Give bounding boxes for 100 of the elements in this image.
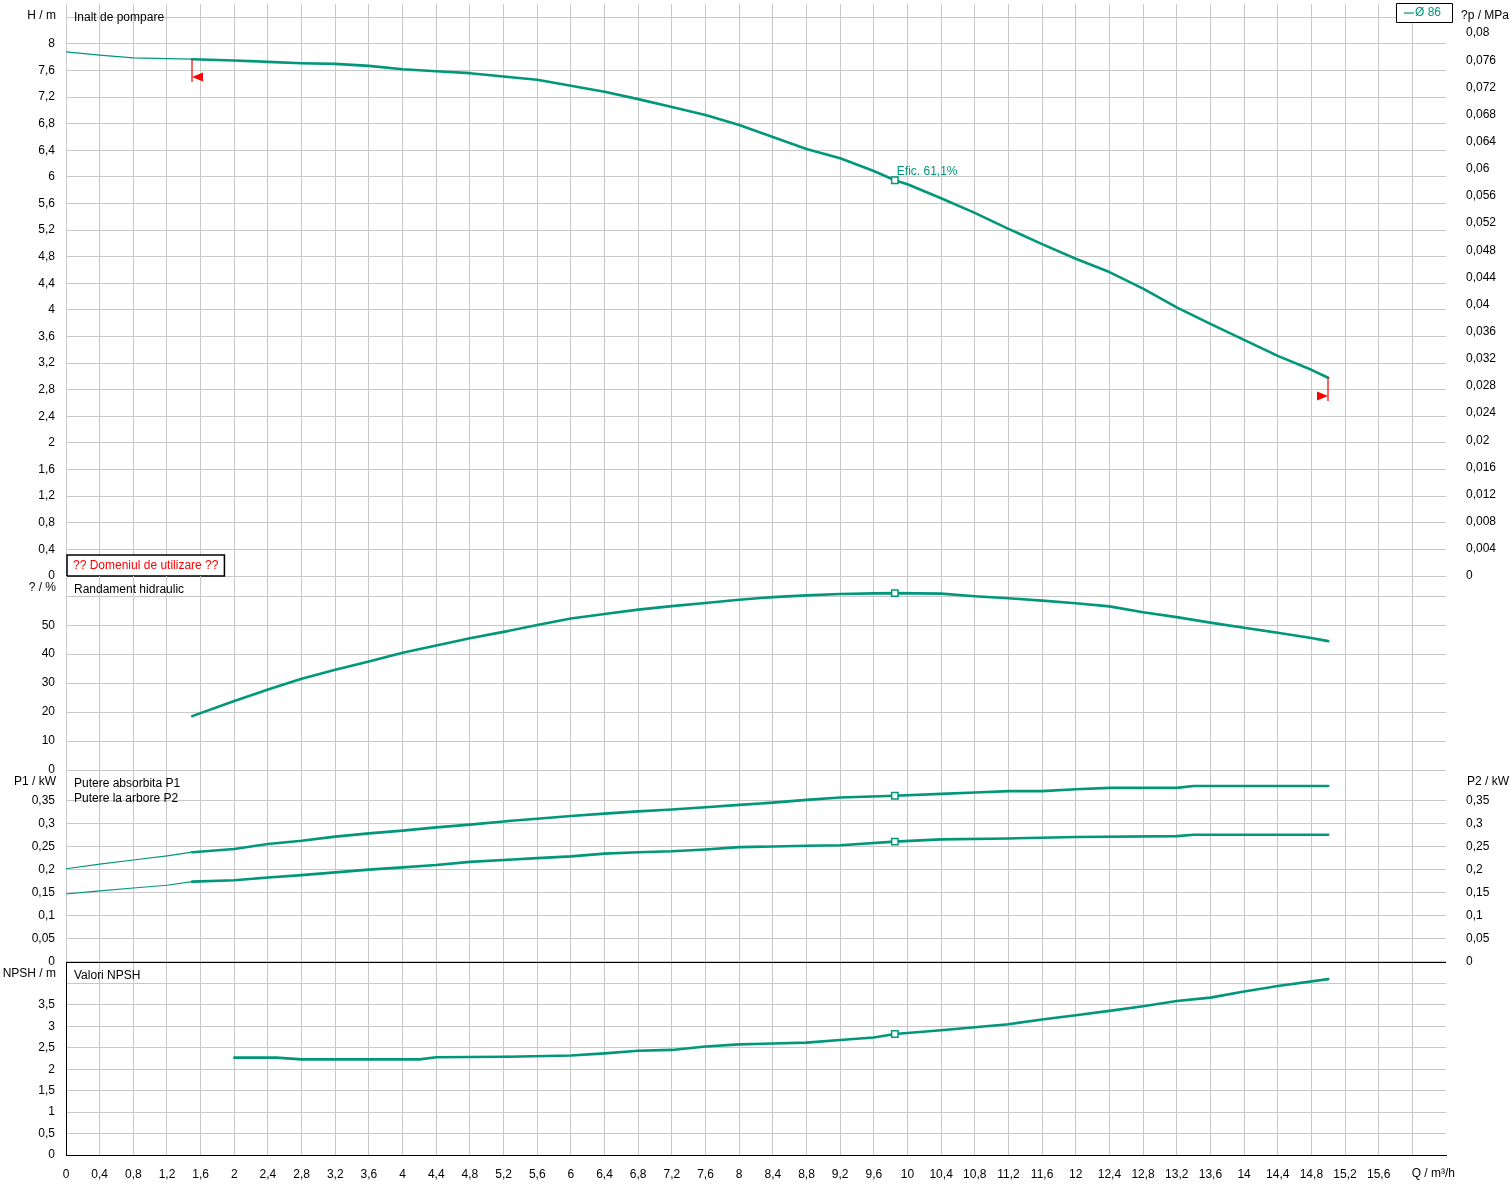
x-tick-label: 6 bbox=[567, 1166, 575, 1181]
annotation: Efic. 61,1% bbox=[896, 163, 958, 178]
y2-tick-label: 0,2 bbox=[1466, 861, 1484, 876]
y-tick-label: 6,4 bbox=[38, 142, 56, 157]
y-tick-label: 1,6 bbox=[38, 461, 56, 476]
y2-tick-label: 0 bbox=[1466, 953, 1473, 968]
y2-tick-label: 0,064 bbox=[1466, 134, 1497, 149]
y2-tick-label: 0,008 bbox=[1466, 514, 1497, 529]
y-axis-title: ? / % bbox=[28, 580, 57, 595]
y2-tick-label: 0,04 bbox=[1466, 296, 1490, 311]
text: Putere absorbita P1 bbox=[74, 776, 181, 791]
x-tick-label: 12,4 bbox=[1097, 1166, 1122, 1181]
y-axis-title: H / m bbox=[27, 8, 56, 23]
y2-tick-label: 0,004 bbox=[1466, 541, 1497, 556]
x-tick-label: 10,8 bbox=[963, 1166, 987, 1181]
x-tick-label: 1,2 bbox=[158, 1166, 176, 1181]
y-tick-label: 0,15 bbox=[31, 884, 56, 899]
y-tick-label: 3,5 bbox=[38, 997, 56, 1012]
x-tick-label: 7,6 bbox=[697, 1166, 715, 1181]
y2-tick-label: 0 bbox=[1466, 568, 1473, 583]
y-tick-label: 0,35 bbox=[31, 793, 56, 808]
y-tick-label: 5,6 bbox=[38, 195, 56, 210]
y2-tick-label: 0,052 bbox=[1466, 215, 1497, 230]
y-tick-label: 7,2 bbox=[38, 89, 56, 104]
x-tick-label: 15,6 bbox=[1367, 1166, 1391, 1181]
y2-tick-label: 0,028 bbox=[1466, 378, 1497, 393]
x-tick-label: 11,2 bbox=[997, 1166, 1020, 1181]
x-tick-label: 14,4 bbox=[1266, 1166, 1290, 1181]
x-tick-label: 0 bbox=[62, 1166, 70, 1181]
x-tick-label: 2,4 bbox=[259, 1166, 277, 1181]
x-tick-label: 6,8 bbox=[629, 1166, 647, 1181]
text: Valori NPSH bbox=[74, 968, 141, 983]
y-axis-title: NPSH / m bbox=[2, 966, 56, 981]
y-tick-label: 0,2 bbox=[38, 861, 56, 876]
y-tick-label: 2,4 bbox=[38, 408, 56, 423]
y-tick-label: 40 bbox=[41, 646, 56, 661]
y-tick-label: 10 bbox=[41, 733, 56, 748]
x-tick-label: 0,8 bbox=[124, 1166, 142, 1181]
y-tick-label: 3 bbox=[48, 1018, 56, 1033]
y-tick-label: 4,8 bbox=[38, 249, 56, 264]
y-tick-label: 2,5 bbox=[38, 1040, 56, 1055]
x-tick-label: 8 bbox=[735, 1166, 743, 1181]
y2-tick-label: 0,15 bbox=[1466, 884, 1490, 899]
x-tick-label: 12,8 bbox=[1131, 1166, 1156, 1181]
x-tick-label: 3,2 bbox=[326, 1166, 344, 1181]
y-tick-label: 0 bbox=[48, 762, 56, 777]
text: Randament hidraulic bbox=[74, 582, 185, 597]
y2-tick-label: 0,072 bbox=[1466, 79, 1497, 94]
y-tick-label: 4 bbox=[48, 302, 56, 317]
y-tick-label: 50 bbox=[41, 617, 56, 632]
x-tick-label: 13,6 bbox=[1198, 1166, 1223, 1181]
x-tick-label: 4,4 bbox=[427, 1166, 445, 1181]
y2-axis-title: ?p / MPa bbox=[1460, 8, 1510, 23]
y-tick-label: 6 bbox=[48, 169, 56, 184]
y2-tick-label: 0,05 bbox=[1466, 930, 1490, 945]
y2-tick-label: 0,08 bbox=[1466, 25, 1490, 40]
y2-tick-label: 0,036 bbox=[1466, 324, 1497, 339]
x-tick-label: 1,6 bbox=[192, 1166, 210, 1181]
x-tick-label: 9,6 bbox=[865, 1166, 883, 1181]
x-tick-label: 11,6 bbox=[1030, 1166, 1054, 1181]
y-tick-label: 0 bbox=[48, 568, 56, 583]
y-tick-label: 1 bbox=[48, 1104, 56, 1119]
x-tick-label: 4,8 bbox=[461, 1166, 479, 1181]
x-tick-label: 14 bbox=[1237, 1166, 1252, 1181]
y-tick-label: 4,4 bbox=[38, 275, 56, 290]
y2-tick-label: 0,076 bbox=[1466, 52, 1497, 67]
y2-tick-label: 0,06 bbox=[1466, 161, 1490, 176]
y2-tick-label: 0,1 bbox=[1466, 907, 1484, 922]
y2-tick-label: 0,056 bbox=[1466, 188, 1497, 203]
y2-tick-label: 0,068 bbox=[1466, 106, 1497, 121]
x-tick-label: 5,2 bbox=[495, 1166, 513, 1181]
text: Inalt de pompare bbox=[74, 10, 165, 25]
y-tick-label: 0,1 bbox=[38, 907, 56, 922]
y2-tick-label: 0,25 bbox=[1466, 839, 1490, 853]
y-tick-label: 1,2 bbox=[38, 488, 56, 503]
x-tick-label: 5,6 bbox=[528, 1166, 546, 1181]
x-tick-label: 12 bbox=[1069, 1166, 1083, 1181]
y-tick-label: 0,4 bbox=[38, 541, 56, 556]
annotation: ?? Domeniul de utilizare ?? bbox=[73, 558, 219, 573]
y2-tick-label: 0,048 bbox=[1466, 242, 1497, 257]
y-tick-label: 2 bbox=[48, 435, 56, 450]
y2-axis-title: P2 / kW bbox=[1466, 774, 1510, 789]
y-tick-label: 6,8 bbox=[38, 116, 56, 131]
y2-tick-label: 0,3 bbox=[1466, 816, 1484, 831]
x-axis-title: Q / m³/h bbox=[1411, 1166, 1455, 1181]
x-tick-label: 10,4 bbox=[929, 1166, 954, 1181]
y-tick-label: 7,6 bbox=[38, 62, 56, 77]
y-tick-label: 2 bbox=[48, 1061, 56, 1076]
y-tick-label: 0,05 bbox=[31, 930, 56, 945]
y-tick-label: 20 bbox=[41, 704, 56, 719]
y2-tick-label: 0,044 bbox=[1466, 269, 1497, 284]
y-tick-label: 30 bbox=[41, 675, 56, 690]
y-tick-label: 8 bbox=[48, 36, 56, 51]
y2-tick-label: 0,024 bbox=[1466, 405, 1497, 420]
x-tick-label: 8,8 bbox=[798, 1166, 816, 1181]
x-tick-label: 0,4 bbox=[91, 1166, 109, 1181]
x-tick-label: 13,2 bbox=[1165, 1166, 1189, 1181]
y2-tick-label: 0,016 bbox=[1466, 459, 1497, 474]
x-tick-label: 4 bbox=[399, 1166, 407, 1181]
y-tick-label: 0,25 bbox=[31, 839, 56, 853]
